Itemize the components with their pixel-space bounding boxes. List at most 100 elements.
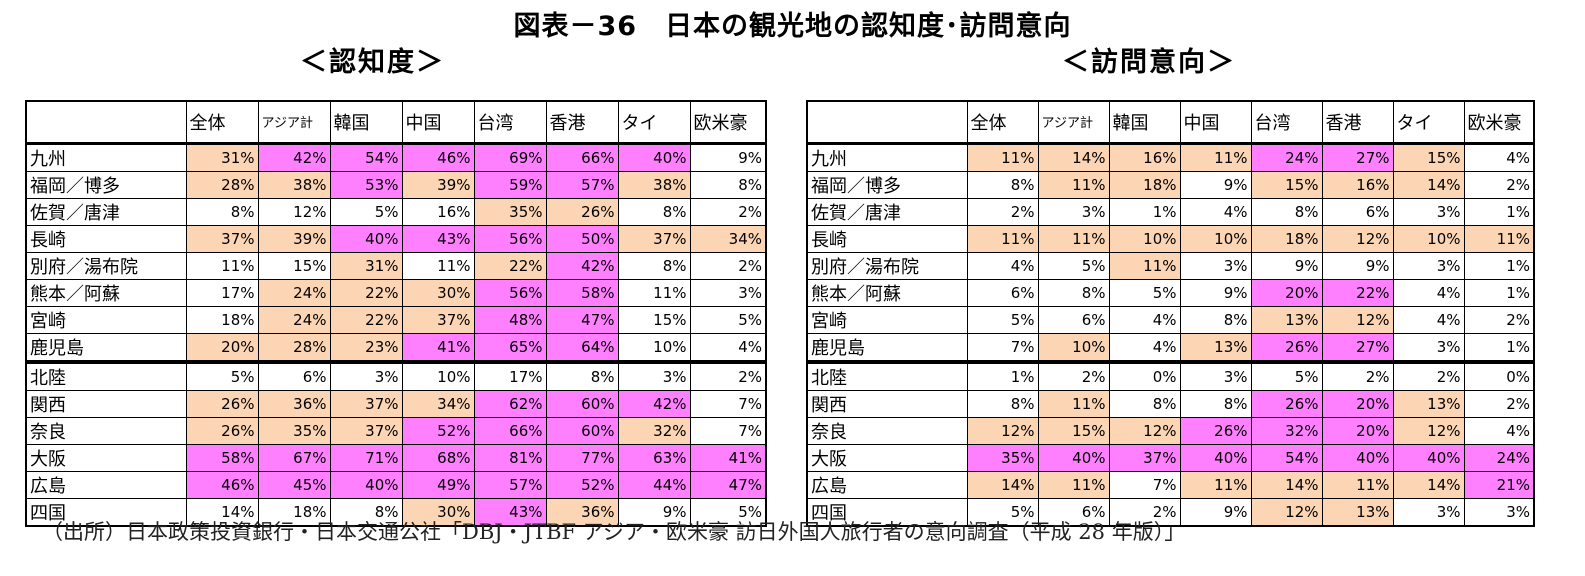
value-cell: 11% xyxy=(1037,224,1110,253)
awareness-subtitle: ＜認知度＞ xyxy=(300,47,445,78)
table-row: 長崎 37% 39% 40% 43% 56% 50% 37% 34% xyxy=(25,224,767,253)
value-cell: 37% xyxy=(329,389,403,418)
value-cell: 11% xyxy=(1179,141,1252,172)
row-label: 長崎 xyxy=(806,224,968,253)
value-cell: 11% xyxy=(1108,251,1181,280)
value-cell: 11% xyxy=(1037,389,1110,418)
value-cell: 2% xyxy=(1108,497,1181,526)
value-cell: 3% xyxy=(329,361,403,391)
row-label: 佐賀／唐津 xyxy=(25,197,187,226)
table-row: 九州 11% 14% 16% 11% 24% 27% 15% 4% xyxy=(806,141,1535,172)
value-cell: 22% xyxy=(329,278,403,307)
value-cell: 3% xyxy=(689,278,767,307)
table-row: 北陸 5% 6% 3% 10% 17% 8% 3% 2% xyxy=(25,361,767,391)
value-cell: 12% xyxy=(966,416,1039,445)
value-cell: 8% xyxy=(1179,305,1252,334)
column-header: タイ xyxy=(617,100,691,144)
table-row: 鹿児島 20% 28% 23% 41% 65% 64% 10% 4% xyxy=(25,332,767,364)
value-cell: 21% xyxy=(1463,470,1535,499)
row-label: 熊本／阿蘇 xyxy=(25,278,187,307)
column-header: 香港 xyxy=(1321,100,1394,144)
column-header: 全体 xyxy=(185,100,259,144)
table-row: 四国 5% 6% 2% 9% 12% 13% 3% 3% xyxy=(806,497,1535,526)
corner-cell xyxy=(806,100,968,144)
value-cell: 14% xyxy=(1250,470,1323,499)
value-cell: 30% xyxy=(401,497,475,526)
value-cell: 10% xyxy=(1392,224,1465,253)
value-cell: 26% xyxy=(185,416,259,445)
value-cell: 4% xyxy=(966,251,1039,280)
value-cell: 12% xyxy=(1392,416,1465,445)
value-cell: 15% xyxy=(1392,141,1465,172)
row-label: 長崎 xyxy=(25,224,187,253)
value-cell: 10% xyxy=(1037,332,1110,364)
table-row: 大阪 35% 40% 37% 40% 54% 40% 40% 24% xyxy=(806,443,1535,472)
column-header: 台湾 xyxy=(473,100,547,144)
value-cell: 22% xyxy=(1321,278,1394,307)
value-cell: 11% xyxy=(966,141,1039,172)
value-cell: 68% xyxy=(401,443,475,472)
table-row: 宮崎 5% 6% 4% 8% 13% 12% 4% 2% xyxy=(806,305,1535,334)
value-cell: 5% xyxy=(1250,361,1323,391)
value-cell: 11% xyxy=(1179,470,1252,499)
value-cell: 2% xyxy=(689,361,767,391)
row-label: 大阪 xyxy=(25,443,187,472)
table-row: 宮崎 18% 24% 22% 37% 48% 47% 15% 5% xyxy=(25,305,767,334)
value-cell: 4% xyxy=(1179,197,1252,226)
value-cell: 20% xyxy=(185,332,259,364)
value-cell: 54% xyxy=(1250,443,1323,472)
value-cell: 4% xyxy=(1392,278,1465,307)
value-cell: 53% xyxy=(329,170,403,199)
value-cell: 26% xyxy=(185,389,259,418)
awareness-table: 全体 アジア計 韓国 中国 台湾 香港 タイ 欧米豪 九州 31% 42% 54% 46% 69% 66% 4… xyxy=(25,100,767,527)
row-label: 奈良 xyxy=(25,416,187,445)
value-cell: 9% xyxy=(689,141,767,172)
visit-intention-subtitle: ＜訪問意向＞ xyxy=(1062,47,1236,78)
value-cell: 47% xyxy=(689,470,767,499)
value-cell: 2% xyxy=(1037,361,1110,391)
value-cell: 40% xyxy=(1392,443,1465,472)
row-label: 別府／湯布院 xyxy=(806,251,968,280)
value-cell: 8% xyxy=(617,197,691,226)
value-cell: 1% xyxy=(1463,197,1535,226)
value-cell: 17% xyxy=(185,278,259,307)
figure-title: 図表－36 日本の観光地の認知度･訪問意向 xyxy=(513,11,1072,42)
value-cell: 11% xyxy=(1463,224,1535,253)
value-cell: 35% xyxy=(966,443,1039,472)
value-cell: 44% xyxy=(617,470,691,499)
value-cell: 22% xyxy=(329,305,403,334)
value-cell: 71% xyxy=(329,443,403,472)
row-label: 北陸 xyxy=(25,361,187,391)
column-header: アジア計 xyxy=(1037,100,1110,144)
row-label: 別府／湯布院 xyxy=(25,251,187,280)
visit-intention-table: 全体 アジア計 韓国 中国 台湾 香港 タイ 欧米豪 九州 11% 14% 16% 11% 24% 27% 1… xyxy=(806,100,1535,527)
value-cell: 6% xyxy=(1037,305,1110,334)
value-cell: 3% xyxy=(1179,361,1252,391)
value-cell: 1% xyxy=(1108,197,1181,226)
value-cell: 16% xyxy=(1108,141,1181,172)
value-cell: 40% xyxy=(1179,443,1252,472)
value-cell: 2% xyxy=(1392,361,1465,391)
value-cell: 11% xyxy=(966,224,1039,253)
row-label: 四国 xyxy=(806,497,968,526)
table-row: 奈良 12% 15% 12% 26% 32% 20% 12% 4% xyxy=(806,416,1535,445)
column-header: 中国 xyxy=(401,100,475,144)
value-cell: 11% xyxy=(617,278,691,307)
value-cell: 36% xyxy=(257,389,331,418)
table-row: 熊本／阿蘇 6% 8% 5% 9% 20% 22% 4% 1% xyxy=(806,278,1535,307)
row-label: 鹿児島 xyxy=(25,332,187,364)
value-cell: 60% xyxy=(545,389,619,418)
value-cell: 46% xyxy=(401,141,475,172)
value-cell: 40% xyxy=(329,470,403,499)
table-row: 別府／湯布院 4% 5% 11% 3% 9% 9% 3% 1% xyxy=(806,251,1535,280)
value-cell: 3% xyxy=(1392,251,1465,280)
value-cell: 50% xyxy=(545,224,619,253)
value-cell: 15% xyxy=(1037,416,1110,445)
value-cell: 35% xyxy=(473,197,547,226)
row-label: 大阪 xyxy=(806,443,968,472)
value-cell: 52% xyxy=(545,470,619,499)
value-cell: 24% xyxy=(1463,443,1535,472)
value-cell: 32% xyxy=(1250,416,1323,445)
value-cell: 20% xyxy=(1250,278,1323,307)
value-cell: 23% xyxy=(329,332,403,364)
